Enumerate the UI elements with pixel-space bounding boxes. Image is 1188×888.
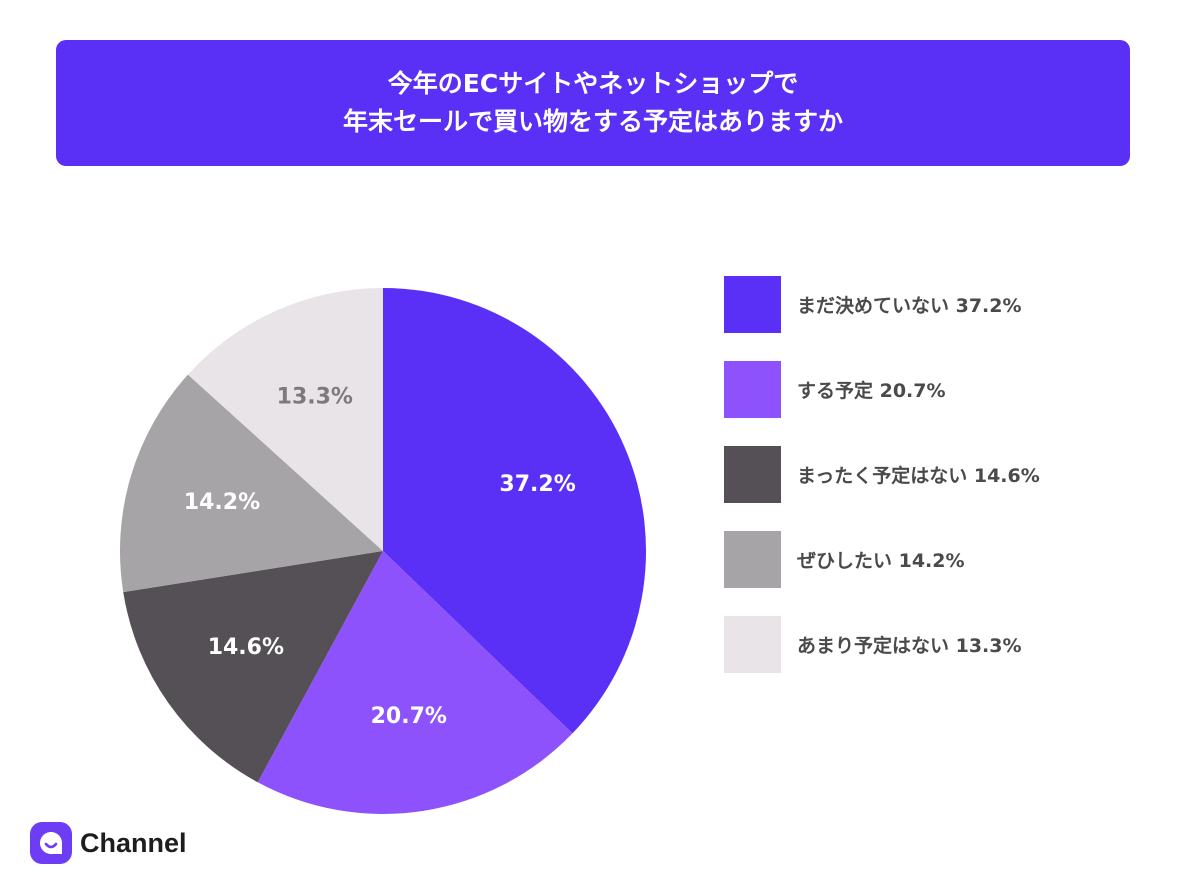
legend-label-planned: する予定 20.7% xyxy=(797,380,946,402)
pie-label-undecided: 37.2% xyxy=(499,472,575,497)
title-banner: 今年のECサイトやネットショップで 年末セールで買い物をする予定はありますか xyxy=(56,40,1130,166)
pie-label-not-at-all: 14.6% xyxy=(208,635,284,660)
legend-swatch-definitely xyxy=(724,531,781,588)
brand: Channel xyxy=(30,822,187,864)
legend-label-undecided: まだ決めていない 37.2% xyxy=(797,295,1022,317)
pie-slice-not-at-all xyxy=(123,551,383,783)
legend-swatch-planned xyxy=(724,361,781,418)
legend-item-undecided: まだ決めていない 37.2% xyxy=(724,276,1040,333)
pie-label-planned: 20.7% xyxy=(371,704,447,729)
pie-slice-definitely xyxy=(120,374,383,593)
legend-label-not-really: あまり予定はない 13.3% xyxy=(797,635,1022,657)
legend: まだ決めていない 37.2% する予定 20.7% まったく予定はない 14.6… xyxy=(724,276,1040,701)
title-line-2: 年末セールで買い物をする予定はありますか xyxy=(342,107,843,136)
legend-label-definitely: ぜひしたい 14.2% xyxy=(797,550,965,572)
legend-item-not-at-all: まったく予定はない 14.6% xyxy=(724,446,1040,503)
legend-item-planned: する予定 20.7% xyxy=(724,361,1040,418)
legend-item-definitely: ぜひしたい 14.2% xyxy=(724,531,1040,588)
pie-slice-undecided xyxy=(383,288,646,734)
pie-slice-planned xyxy=(257,551,573,814)
legend-swatch-not-really xyxy=(724,616,781,673)
chat-bubble-smile-icon xyxy=(30,822,72,864)
title-line-1: 今年のECサイトやネットショップで xyxy=(387,69,799,98)
pie-slice-not-really xyxy=(187,288,383,551)
legend-label-not-at-all: まったく予定はない 14.6% xyxy=(797,465,1040,487)
pie-label-not-really: 13.3% xyxy=(277,384,353,409)
pie-label-definitely: 14.2% xyxy=(184,490,260,515)
legend-swatch-undecided xyxy=(724,276,781,333)
brand-name: Channel xyxy=(80,827,187,858)
legend-swatch-not-at-all xyxy=(724,446,781,503)
legend-item-not-really: あまり予定はない 13.3% xyxy=(724,616,1040,673)
